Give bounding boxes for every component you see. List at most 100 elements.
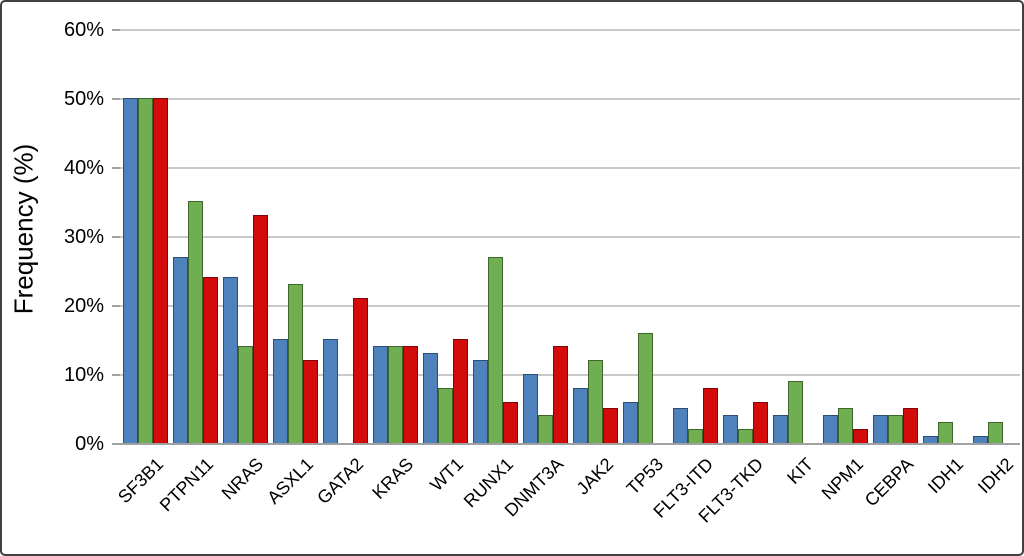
bar-green-series-PTPN11 (187, 201, 203, 443)
x-tick-label-IDH1: IDH1 (923, 454, 968, 498)
gridline-40% (120, 167, 1020, 169)
bar-group-WT1 (420, 30, 470, 443)
y-tick-label-40%: 40% (63, 157, 104, 179)
bar-blue-series-CEBPA (872, 415, 888, 443)
bar-green-series-KRAS (387, 346, 403, 443)
bar-group-KRAS (370, 30, 420, 443)
bar-group-ASXL1 (270, 30, 320, 443)
bar-red-series-FLT3-TKD (752, 402, 768, 443)
bar-green-series-JAK2 (587, 360, 603, 443)
bar-group-CEBPA (870, 30, 920, 443)
gridline-20% (120, 305, 1020, 307)
x-tick-label-ASXL1: ASXL1 (263, 454, 318, 508)
bar-blue-series-IDH2 (972, 436, 988, 443)
bar-red-series-JAK2 (602, 408, 618, 443)
bar-green-series-KIT (787, 381, 803, 443)
bar-group-IDH1 (920, 30, 970, 443)
bar-green-series-RUNX1 (487, 257, 503, 443)
bar-red-series-ASXL1 (302, 360, 318, 443)
bar-group-JAK2 (570, 30, 620, 443)
bar-green-series-FLT3-TKD (737, 429, 753, 443)
bar-red-series-CEBPA (902, 408, 918, 443)
bar-group-NRAS (220, 30, 270, 443)
bar-green-series-TP53 (637, 333, 653, 443)
bar-blue-series-KRAS (372, 346, 388, 443)
bar-blue-series-NRAS (222, 277, 238, 443)
x-tick-label-NRAS: NRAS (217, 454, 268, 504)
x-tick-label-CEBPA: CEBPA (860, 454, 918, 511)
bar-red-series-DNMT3A (552, 346, 568, 443)
bar-blue-series-GATA2 (322, 339, 338, 443)
bar-blue-series-TP53 (622, 402, 638, 443)
bar-blue-series-FLT3-ITD (672, 408, 688, 443)
bar-red-series-SF3B1 (152, 98, 168, 443)
bar-red-series-FLT3-ITD (702, 388, 718, 443)
bar-group-TP53 (620, 30, 670, 443)
x-tick-label-KIT: KIT (783, 454, 818, 488)
y-tick-label-20%: 20% (63, 295, 104, 317)
y-tick-label-0%: 0% (75, 433, 104, 455)
y-tick-label-10%: 10% (63, 364, 104, 386)
y-tick-label-50%: 50% (63, 88, 104, 110)
y-tick-label-30%: 30% (63, 226, 104, 248)
y-tick-mark (112, 305, 120, 307)
x-tick-label-GATA2: GATA2 (313, 454, 368, 508)
x-tick-label-IDH2: IDH2 (973, 454, 1018, 498)
bar-green-series-IDH1 (937, 422, 953, 443)
bar-red-series-NRAS (252, 215, 268, 443)
y-tick-mark (112, 236, 120, 238)
bar-green-series-NRAS (237, 346, 253, 443)
gridline-10% (120, 374, 1020, 376)
gridline-30% (120, 236, 1020, 238)
y-tick-mark (112, 98, 120, 100)
x-tick-label-WT1: WT1 (426, 454, 468, 496)
y-tick-mark (112, 167, 120, 169)
bar-green-series-FLT3-ITD (687, 429, 703, 443)
x-tick-label-PTPN11: PTPN11 (155, 454, 218, 516)
bar-blue-series-FLT3-TKD (722, 415, 738, 443)
bar-red-series-PTPN11 (202, 277, 218, 443)
bar-red-series-GATA2 (352, 298, 368, 443)
y-axis-title: Frequency (%) (8, 143, 39, 315)
bar-blue-series-ASXL1 (272, 339, 288, 443)
bar-blue-series-WT1 (422, 353, 438, 443)
bar-group-GATA2 (320, 30, 370, 443)
bar-green-series-NPM1 (837, 408, 853, 443)
bar-green-series-ASXL1 (287, 284, 303, 443)
x-tick-label-TP53: TP53 (622, 454, 668, 499)
bar-group-DNMT3A (520, 30, 570, 443)
bar-group-NPM1 (820, 30, 870, 443)
bar-group-SF3B1 (120, 30, 170, 443)
bar-green-series-CEBPA (887, 415, 903, 443)
bar-green-series-DNMT3A (537, 415, 553, 443)
bar-blue-series-SF3B1 (122, 98, 138, 443)
bar-group-FLT3-ITD (670, 30, 720, 443)
gridline-50% (120, 98, 1020, 100)
bar-green-series-SF3B1 (137, 98, 153, 443)
bar-blue-series-PTPN11 (172, 257, 188, 443)
y-tick-mark (112, 29, 120, 31)
bar-blue-series-JAK2 (572, 388, 588, 443)
x-axis-line (114, 443, 1020, 445)
bar-blue-series-KIT (772, 415, 788, 443)
y-tick-label-60%: 60% (63, 19, 104, 41)
bar-red-series-RUNX1 (502, 402, 518, 443)
bar-group-FLT3-TKD (720, 30, 770, 443)
bar-group-IDH2 (970, 30, 1020, 443)
gridline-60% (120, 29, 1020, 31)
bar-blue-series-IDH1 (922, 436, 938, 443)
x-tick-label-KRAS: KRAS (368, 454, 418, 503)
bar-group-KIT (770, 30, 820, 443)
y-tick-mark (112, 443, 120, 445)
bar-blue-series-DNMT3A (522, 374, 538, 443)
bar-red-series-WT1 (452, 339, 468, 443)
bar-group-RUNX1 (470, 30, 520, 443)
bar-red-series-KRAS (402, 346, 418, 443)
bar-blue-series-RUNX1 (472, 360, 488, 443)
bar-green-series-WT1 (437, 388, 453, 443)
bar-blue-series-NPM1 (822, 415, 838, 443)
y-tick-mark (112, 374, 120, 376)
x-tick-label-JAK2: JAK2 (572, 454, 618, 499)
